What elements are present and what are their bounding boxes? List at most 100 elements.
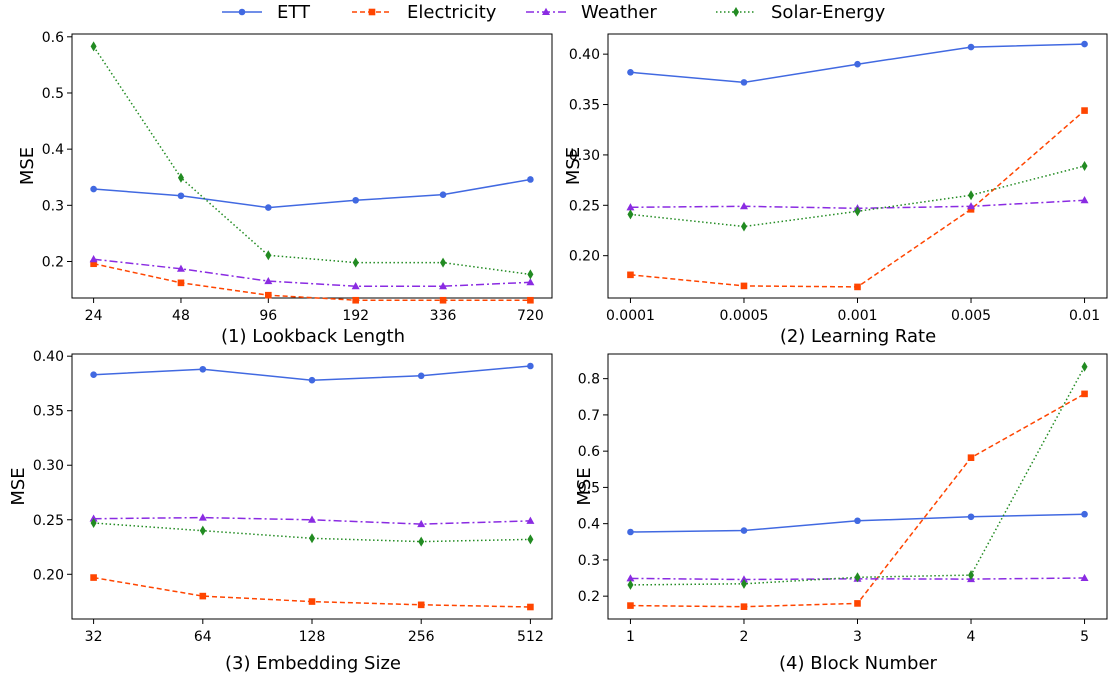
data-point-weather bbox=[526, 278, 535, 286]
y-tick-label: 0.3 bbox=[42, 198, 64, 214]
x-axis-label: (1) Lookback Length bbox=[221, 326, 405, 347]
data-point-solar-energy bbox=[854, 572, 861, 583]
data-point-ett bbox=[417, 372, 425, 380]
data-point-ett bbox=[527, 176, 534, 183]
data-point-ett bbox=[308, 376, 316, 384]
data-point-weather bbox=[1080, 573, 1089, 582]
y-tick-label: 0.20 bbox=[33, 567, 64, 583]
x-tick-label: 0.0001 bbox=[606, 308, 655, 324]
series-line-solar-energy bbox=[92, 45, 531, 276]
data-point-electricity bbox=[417, 601, 425, 609]
x-tick-label: 32 bbox=[85, 629, 103, 645]
x-tick-label: 512 bbox=[517, 629, 544, 645]
series-line-weather bbox=[93, 516, 531, 525]
x-tick-label: 0.01 bbox=[1069, 308, 1100, 324]
legend-marker-ett bbox=[238, 8, 246, 16]
data-point-ett bbox=[967, 513, 975, 521]
x-axis-label: (3) Embedding Size bbox=[225, 653, 401, 674]
data-point-ett bbox=[1081, 40, 1088, 48]
legend-marker-solar-energy bbox=[733, 7, 739, 17]
series-line-ett bbox=[93, 178, 531, 209]
series-line-electricity bbox=[630, 110, 1085, 288]
data-point-weather bbox=[308, 515, 316, 523]
y-tick-label: 0.25 bbox=[569, 198, 600, 214]
data-point-solar-energy bbox=[740, 578, 747, 589]
data-point-ett bbox=[967, 43, 975, 51]
y-axis-label: MSE bbox=[574, 467, 595, 505]
plot-frame bbox=[71, 33, 553, 299]
data-point-electricity bbox=[265, 291, 272, 299]
y-tick-label: 0.4 bbox=[42, 142, 64, 158]
data-point-solar-energy bbox=[527, 534, 534, 545]
y-tick-label: 0.8 bbox=[578, 372, 600, 388]
data-point-ett bbox=[90, 371, 97, 379]
x-tick-label: 0.0005 bbox=[719, 308, 768, 324]
legend-marker-weather bbox=[542, 7, 550, 15]
data-point-solar-energy bbox=[1081, 161, 1088, 171]
data-point-electricity bbox=[854, 283, 861, 291]
data-point-ett bbox=[740, 79, 748, 86]
data-point-weather bbox=[626, 203, 635, 211]
data-point-electricity bbox=[1081, 390, 1088, 398]
data-point-solar-energy bbox=[90, 518, 97, 529]
data-point-solar-energy bbox=[199, 525, 206, 536]
data-point-solar-energy bbox=[968, 570, 975, 581]
x-axis-label: (4) Block Number bbox=[779, 653, 938, 674]
y-tick-label: 0.2 bbox=[42, 254, 64, 270]
data-point-solar-energy bbox=[90, 41, 97, 52]
x-tick-label: 0.005 bbox=[951, 308, 991, 324]
legend-label-ett: ETT bbox=[277, 2, 311, 23]
y-tick-label: 0.4 bbox=[578, 517, 600, 533]
data-point-electricity bbox=[627, 602, 634, 609]
data-point-electricity bbox=[854, 600, 861, 607]
x-tick-label: 5 bbox=[1080, 629, 1089, 645]
data-point-ett bbox=[527, 362, 534, 370]
x-tick-label: 192 bbox=[342, 308, 369, 324]
x-tick-label: 2 bbox=[740, 629, 749, 645]
data-point-solar-energy bbox=[527, 269, 534, 280]
data-point-ett bbox=[854, 60, 861, 68]
x-axis-label: (2) Learning Rate bbox=[780, 326, 936, 347]
data-point-solar-energy bbox=[1081, 361, 1088, 372]
data-point-ett bbox=[439, 191, 447, 198]
data-point-electricity bbox=[1081, 107, 1088, 114]
y-tick-label: 0.2 bbox=[578, 589, 600, 605]
x-tick-label: 128 bbox=[299, 629, 326, 645]
y-axis-label: MSE bbox=[563, 147, 584, 185]
data-point-ett bbox=[199, 365, 207, 373]
y-tick-label: 0.30 bbox=[569, 148, 600, 164]
data-point-electricity bbox=[90, 574, 97, 581]
lookback-length-chart: 0.2 0.3 0.4 0.5 0.6 24 48 96 192 336 720 (1) Lookba… bbox=[17, 30, 553, 347]
data-point-solar-energy bbox=[177, 172, 184, 183]
learning-rate-chart: 0.20 0.25 0.30 0.35 0.40 0.0001 0.0005 0.001 0.0… bbox=[563, 33, 1108, 347]
y-tick-label: 0.5 bbox=[578, 480, 600, 496]
data-point-electricity bbox=[967, 454, 975, 461]
data-point-weather bbox=[264, 276, 273, 285]
y-tick-label: 0.30 bbox=[33, 458, 64, 474]
data-point-electricity bbox=[199, 592, 207, 600]
data-point-ett bbox=[352, 196, 359, 204]
y-axis-label: MSE bbox=[17, 147, 38, 185]
data-point-weather bbox=[626, 574, 635, 582]
data-point-weather bbox=[526, 516, 535, 524]
y-tick-label: 0.7 bbox=[578, 408, 600, 424]
series-line-weather bbox=[93, 258, 531, 287]
data-point-weather bbox=[967, 202, 976, 210]
y-axis-label: MSE bbox=[8, 467, 29, 505]
y-tick-label: 0.40 bbox=[569, 47, 600, 63]
data-point-electricity bbox=[627, 271, 634, 279]
data-point-ett bbox=[265, 204, 272, 211]
data-point-weather bbox=[89, 255, 98, 263]
x-tick-label: 3 bbox=[853, 629, 862, 645]
data-point-electricity bbox=[439, 296, 447, 304]
y-tick-label: 0.25 bbox=[33, 513, 64, 529]
y-tick-label: 0.5 bbox=[42, 86, 64, 102]
data-point-electricity bbox=[740, 603, 748, 610]
data-point-electricity bbox=[527, 296, 534, 304]
data-point-solar-energy bbox=[627, 209, 634, 220]
data-point-weather bbox=[417, 519, 426, 528]
y-tick-label: 0.40 bbox=[33, 349, 64, 365]
embedding-size-chart: 0.20 0.25 0.30 0.35 0.40 32 64 128 256 512 (3) Emb… bbox=[8, 349, 553, 674]
legend-label-weather: Weather bbox=[581, 2, 657, 23]
data-point-solar-energy bbox=[352, 257, 359, 268]
